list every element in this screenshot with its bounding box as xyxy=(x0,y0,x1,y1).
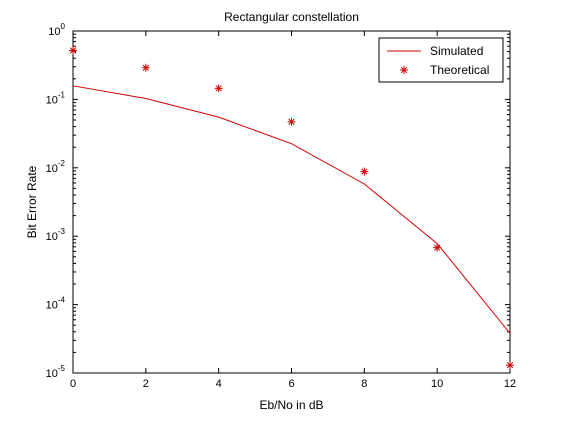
data-point-theoretical xyxy=(69,46,77,55)
y-tick-exponent: -5 xyxy=(58,364,66,373)
data-point-theoretical xyxy=(287,117,296,126)
y-tick-base: 10 xyxy=(48,26,60,38)
series-line-simulated xyxy=(72,85,511,334)
y-tick-base: 10 xyxy=(46,368,58,380)
legend-label-theoretical: Theoretical xyxy=(430,63,489,77)
data-point-theoretical xyxy=(141,63,150,72)
marker-stroke xyxy=(142,64,149,71)
x-tick-label: 10 xyxy=(431,378,443,390)
y-tick-label: 100 xyxy=(48,22,65,38)
legend-star-icon xyxy=(400,66,408,74)
y-tick-label: 10-1 xyxy=(46,90,66,106)
y-tick-base: 10 xyxy=(46,300,58,312)
y-tick-base: 10 xyxy=(46,231,58,243)
series-layer xyxy=(69,46,514,370)
y-tick-base: 10 xyxy=(46,163,58,175)
y-tick-base: 10 xyxy=(46,94,58,106)
data-point-theoretical xyxy=(506,361,514,370)
y-axis-label: Bit Error Rate xyxy=(25,165,39,238)
data-point-theoretical xyxy=(360,167,369,176)
chart-title: Rectangular constellation xyxy=(224,10,359,24)
legend-marker-theoretical xyxy=(400,66,408,74)
y-tick-exponent: -4 xyxy=(58,296,66,305)
y-tick-exponent: -3 xyxy=(58,227,66,236)
plot-area xyxy=(72,30,511,374)
marker-stroke xyxy=(400,66,408,74)
x-axis-label: Eb/No in dB xyxy=(259,398,323,412)
y-tick-label: 10-2 xyxy=(46,159,66,175)
data-point-theoretical xyxy=(433,243,442,252)
y-tick-label: 10-3 xyxy=(46,227,66,243)
x-tick-label: 0 xyxy=(70,378,76,390)
y-tick-exponent: -1 xyxy=(58,90,66,99)
x-tick-label: 8 xyxy=(361,378,367,390)
marker-stroke xyxy=(69,47,77,54)
x-tick-label: 6 xyxy=(288,378,294,390)
marker-stroke xyxy=(361,168,368,175)
marker-stroke xyxy=(434,244,441,251)
y-tick-exponent: -2 xyxy=(58,159,66,168)
marker-stroke xyxy=(288,118,295,125)
marker-stroke xyxy=(215,85,222,92)
legend-label-simulated: Simulated xyxy=(430,44,483,58)
marker-stroke xyxy=(506,362,514,369)
legend-box xyxy=(378,37,504,83)
y-tick-label: 10-4 xyxy=(46,296,66,312)
y-tick-exponent: 0 xyxy=(61,22,66,31)
x-tick-label: 2 xyxy=(143,378,149,390)
x-tick-label: 12 xyxy=(504,378,516,390)
y-tick-label: 10-5 xyxy=(46,364,66,380)
x-tick-label: 4 xyxy=(216,378,222,390)
legend: Simulated Theoretical xyxy=(378,37,504,83)
data-point-theoretical xyxy=(214,84,223,93)
